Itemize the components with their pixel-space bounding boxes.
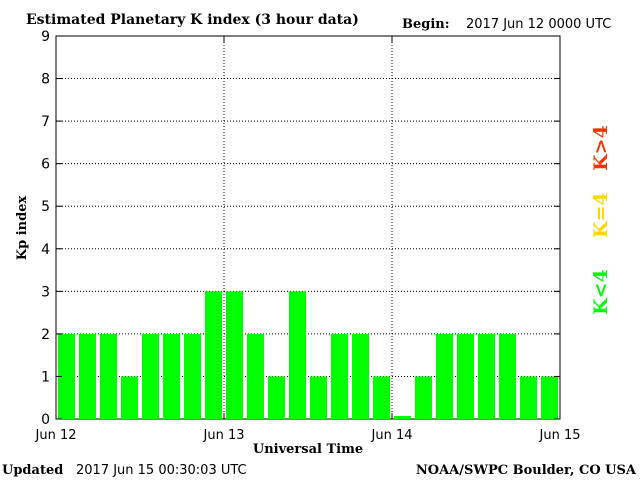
begin-value: 2017 Jun 12 0000 UTC [466, 17, 611, 32]
kp-bar [226, 291, 243, 419]
begin-label: Begin: [402, 17, 450, 32]
legend-mid: K=4 [590, 192, 612, 238]
kp-bar [310, 376, 327, 419]
x-axis-label: Universal Time [253, 442, 363, 457]
y-axis: 0 1 2 3 4 5 6 7 8 9 [41, 29, 560, 428]
y-tick-label: 7 [41, 114, 50, 130]
kp-bar [100, 333, 117, 419]
credit-text: NOAA/SWPC Boulder, CO USA [416, 463, 637, 478]
kp-bar [268, 376, 285, 419]
kp-bar [520, 376, 537, 419]
y-tick-label: 6 [41, 157, 50, 173]
kp-bar [205, 291, 222, 419]
x-tick-label: Jun 14 [371, 428, 413, 443]
y-tick-label: 1 [41, 369, 50, 385]
kp-bar [289, 291, 306, 419]
x-tick-label: Jun 12 [35, 428, 77, 443]
kp-bar [541, 376, 558, 419]
y-tick-label: 2 [41, 327, 50, 343]
kp-bar [352, 333, 369, 419]
kp-bar [79, 333, 96, 419]
x-tick-label: Jun 13 [203, 428, 245, 443]
y-tick-label: 0 [41, 412, 50, 428]
kp-bar [436, 333, 453, 419]
kp-bar [163, 333, 180, 419]
kp-bar [247, 333, 264, 419]
kp-bar [478, 333, 495, 419]
kp-bar [184, 333, 201, 419]
kp-bar [457, 333, 474, 419]
y-tick-label: 8 [41, 72, 50, 88]
legend-high: K>4 [590, 125, 612, 171]
legend-low: K<4 [590, 269, 612, 315]
bar-series [58, 291, 558, 419]
x-axis: Jun 12 Jun 13 Jun 14 Jun 15 [35, 36, 581, 443]
kp-bar [121, 376, 138, 419]
kp-bar [373, 376, 390, 419]
kp-bar [415, 376, 432, 419]
y-tick-label: 5 [41, 199, 50, 215]
updated-label: Updated [2, 463, 63, 478]
chart-title: Estimated Planetary K index (3 hour data… [26, 12, 359, 28]
y-axis-label: Kp index [15, 196, 30, 261]
plot-frame [55, 35, 561, 420]
x-tick-label: Jun 15 [539, 428, 581, 443]
updated-value: 2017 Jun 15 00:30:03 UTC [76, 463, 247, 478]
grid-lines [56, 36, 560, 419]
kp-bar [394, 416, 411, 419]
kp-bar [499, 333, 516, 419]
kp-bar [58, 333, 75, 419]
y-tick-label: 3 [41, 284, 50, 300]
kp-bar [142, 333, 159, 419]
kp-bar [331, 333, 348, 419]
y-tick-label: 4 [41, 242, 50, 258]
y-tick-label: 9 [41, 29, 50, 45]
